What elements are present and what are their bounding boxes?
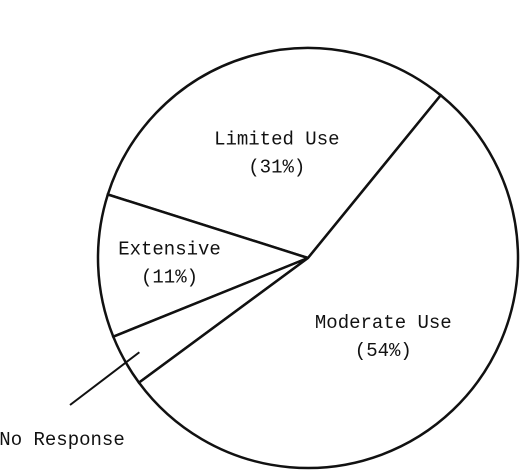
pie-slice <box>137 93 520 470</box>
slice-label: Extensive <box>118 238 221 260</box>
pie-slice <box>106 46 443 260</box>
slice-label: Moderate Use <box>315 312 452 334</box>
slice-value-label: (31%) <box>248 156 305 178</box>
slice-value-label: (11%) <box>141 266 198 288</box>
pie-slice <box>96 192 312 339</box>
leader-line <box>69 351 140 406</box>
slice-value-label: (54%) <box>355 340 412 362</box>
slice-label: Limited Use <box>214 128 339 150</box>
slice-label: No Response <box>0 429 125 451</box>
